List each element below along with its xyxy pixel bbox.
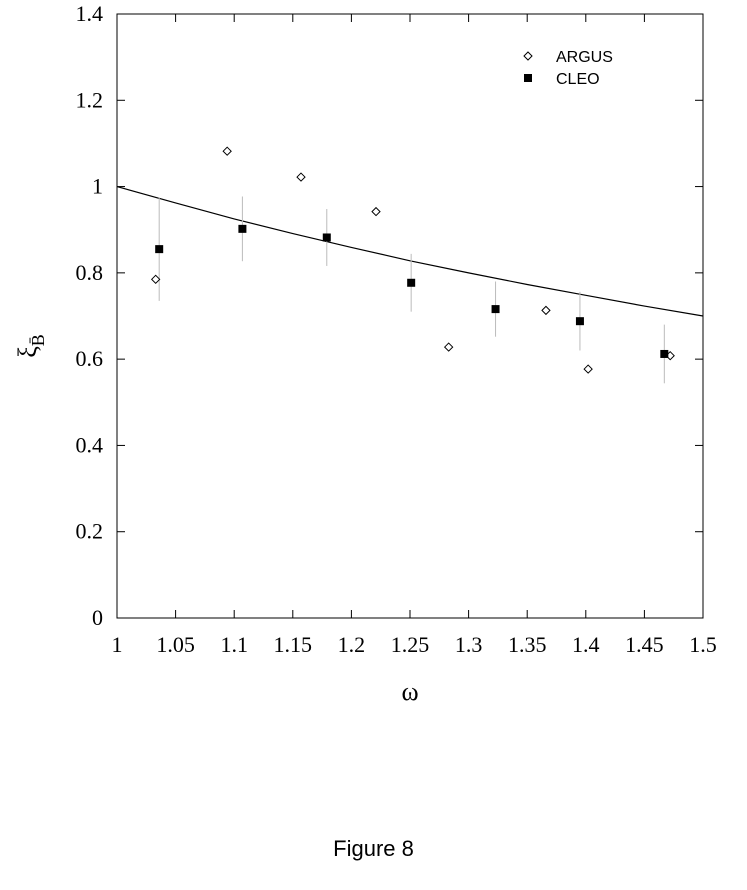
x-tick-label: 1.25: [391, 632, 430, 657]
legend: ARGUS CLEO: [523, 49, 613, 88]
x-tick-label: 1.35: [508, 632, 547, 657]
legend-cleo-label: CLEO: [556, 71, 600, 88]
x-tick-label: 1.45: [625, 632, 664, 657]
y-tick-label: 1: [92, 174, 103, 199]
fit-curve: [116, 185, 704, 317]
axis-ticks: 1 1.05 1.1 1.15 1.2 1.25 1.3 1.35 1.4 1.45 1.5 0 0.2…: [76, 1, 717, 657]
y-tick-label: 0.8: [76, 260, 104, 285]
plot-area: [116, 13, 704, 619]
argus-point: [443, 342, 454, 352]
y-tick-label: 0.2: [76, 519, 104, 544]
cleo-point: [407, 278, 416, 287]
argus-point: [222, 146, 232, 156]
cleo-point: [322, 233, 331, 242]
y-tick-label: 0: [92, 605, 103, 630]
y-tick-label: 1.4: [76, 1, 104, 26]
y-tick-label: 0.4: [76, 432, 104, 457]
cleo-point: [491, 305, 500, 314]
x-tick-label: 1.3: [455, 632, 483, 657]
plot-border: [116, 13, 704, 619]
x-tick-label: 1: [112, 632, 123, 657]
x-tick-label: 1.05: [156, 632, 195, 657]
chart: 1 1.05 1.1 1.15 1.2 1.25 1.3 1.35 1.4 1.45 1.5 0 0.2…: [13, 1, 717, 706]
x-tick-label: 1.15: [274, 632, 313, 657]
x-axis-title: ω: [401, 677, 418, 706]
x-tick-label: 1.5: [689, 632, 717, 657]
argus-point: [296, 172, 306, 182]
y-axis-title: ξB̄: [13, 334, 48, 358]
argus-point: [371, 206, 381, 217]
error-bars: [158, 196, 665, 384]
legend-cleo-marker: [524, 74, 532, 82]
figure-caption: Figure 8: [333, 836, 414, 861]
x-tick-label: 1.4: [572, 632, 600, 657]
y-tick-label: 1.2: [76, 87, 104, 112]
cleo-point: [575, 317, 584, 326]
x-tick-label: 1.2: [338, 632, 366, 657]
cleo-point: [238, 224, 247, 233]
argus-point: [150, 274, 161, 285]
cleo-point: [660, 349, 669, 358]
x-tick-label: 1.1: [220, 632, 248, 657]
fit-curve-line: [116, 185, 704, 317]
y-tick-label: 0.6: [76, 346, 104, 371]
legend-argus-label: ARGUS: [556, 49, 613, 66]
y-axis-title-symbol: ξ: [13, 346, 42, 358]
argus-point: [541, 305, 551, 316]
y-axis-title-subscript: B̄: [28, 334, 48, 346]
cleo-point: [155, 245, 164, 254]
data-points: [150, 146, 675, 374]
legend-argus-marker: [523, 51, 533, 61]
argus-point: [583, 364, 593, 374]
svg-text:ξB̄: ξB̄: [13, 334, 48, 358]
